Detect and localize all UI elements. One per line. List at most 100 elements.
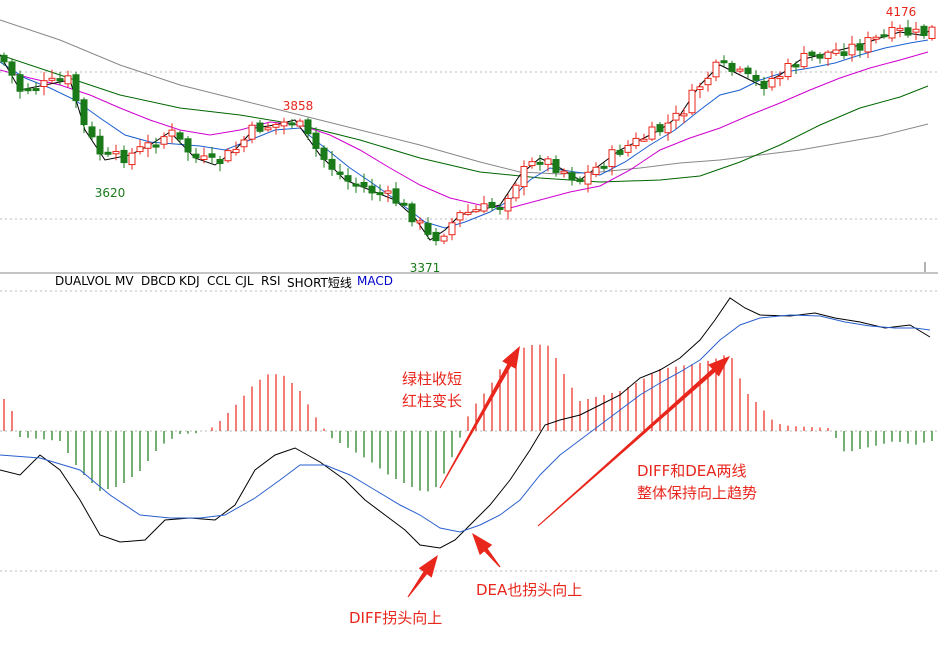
candle-up [544, 158, 552, 165]
candle-up [824, 51, 832, 59]
candle-down [304, 119, 312, 135]
candle-up [528, 161, 536, 167]
candle-up [776, 76, 784, 80]
candle-down [16, 74, 24, 92]
candle-up [632, 137, 640, 147]
ma60-line [0, 54, 929, 183]
candle-down [72, 74, 80, 102]
candle-up [472, 209, 480, 213]
candle-down [792, 64, 800, 68]
candle-up [440, 235, 448, 242]
candle-up [232, 148, 240, 154]
arrow-to-trend [537, 356, 730, 527]
diff-line [0, 297, 931, 549]
candle-down [536, 161, 544, 165]
candle-up [520, 165, 528, 188]
candle-down [256, 122, 264, 132]
price-label-high-4176: 4176 [886, 5, 917, 19]
candle-up [296, 120, 304, 127]
tab-kdj[interactable]: KDJ [179, 274, 200, 288]
annotation-trend-line-1: DIFF和DEA两线 [637, 462, 747, 480]
candle-up [512, 184, 520, 199]
candle-up [672, 112, 680, 121]
candle-down [656, 124, 664, 133]
candle-up [624, 144, 632, 153]
candle-down [352, 183, 360, 187]
candlestick-series [0, 19, 936, 246]
candle-up [912, 28, 920, 33]
candle-down [80, 99, 88, 126]
candle-down [320, 147, 328, 160]
tab-dbcd[interactable]: DBCD [141, 274, 176, 288]
candle-down [344, 175, 352, 182]
candle-up [224, 150, 232, 162]
candle-up [112, 150, 120, 155]
tab-mv[interactable]: MV [115, 274, 134, 288]
candle-up [40, 80, 48, 88]
candle-up [128, 152, 136, 166]
candle-down [616, 149, 624, 155]
candle-down [8, 61, 16, 76]
candle-down [424, 222, 432, 235]
candle-down [880, 34, 888, 38]
candle-up [248, 124, 256, 140]
candle-up [584, 171, 592, 185]
candle-up [872, 36, 880, 40]
candle-up [144, 142, 152, 149]
candle-down [376, 192, 384, 196]
tab-macd[interactable]: MACD [357, 274, 393, 288]
candle-up [200, 155, 208, 160]
candle-down [288, 122, 296, 126]
tab-short[interactable]: SHORT短线 [287, 276, 352, 290]
candle-down [184, 138, 192, 153]
arrow-to-diff-turn [407, 555, 438, 598]
ma120-line [0, 19, 929, 175]
arrow-to-macd-bars [439, 346, 520, 489]
candle-up [864, 37, 872, 53]
price-label-low-3620: 3620 [95, 186, 126, 200]
annotation-diff: DIFF拐头向上 [349, 607, 442, 629]
annotation-dea: DEA也拐头向上 [476, 579, 582, 601]
candle-down [328, 158, 336, 170]
candle-up [888, 26, 896, 39]
annotation-bars-line-1: 绿柱收短 [402, 370, 463, 388]
tab-ccl[interactable]: CCL [207, 274, 231, 288]
candle-up [704, 77, 712, 86]
candle-down [152, 144, 160, 148]
arrow-to-dea-turn [472, 533, 501, 568]
candle-down [568, 172, 576, 181]
candle-down [488, 201, 496, 209]
candle-up [168, 129, 176, 137]
candle-up [480, 203, 488, 212]
candle-down [192, 153, 200, 159]
candle-up [680, 113, 688, 117]
candle-down [120, 149, 128, 164]
candle-down [432, 231, 440, 242]
ma20-line [0, 51, 929, 209]
macd-lines [0, 297, 931, 549]
tab-dualvol[interactable]: DUALVOL [55, 274, 111, 288]
annotation-dea-line-1: DEA也拐头向上 [476, 581, 583, 599]
candle-down [0, 54, 8, 63]
candle-up [664, 122, 672, 134]
candle-down [88, 126, 96, 138]
candle-down [752, 74, 760, 81]
candle-up [696, 86, 704, 90]
candle-up [504, 197, 512, 212]
candle-up [280, 121, 288, 127]
tab-cjl[interactable]: CJL [235, 274, 254, 288]
candle-down [760, 80, 768, 89]
candle-up [136, 146, 144, 153]
tab-rsi[interactable]: RSI [261, 274, 281, 288]
candle-down [360, 181, 368, 188]
candle-down [496, 206, 504, 210]
candle-up [448, 222, 456, 236]
candle-down [576, 178, 584, 183]
candle-up [48, 77, 56, 81]
candle-up [592, 166, 600, 175]
candle-up [456, 212, 464, 221]
moving-average-lines [0, 19, 933, 241]
candle-down [208, 153, 216, 158]
candle-down [816, 53, 824, 59]
